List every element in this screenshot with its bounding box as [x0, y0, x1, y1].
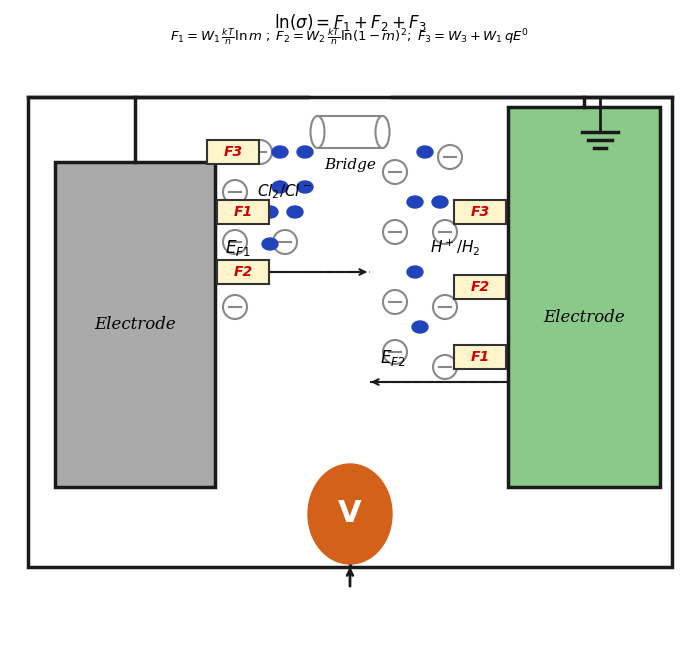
Circle shape: [383, 340, 407, 364]
Text: $F_1 = W_1\,\frac{kT}{n}\ln m\;;\;F_2 = W_2\,\frac{kT}{n}\ln(1-m)^2;\;F_3 = W_3 : $F_1 = W_1\,\frac{kT}{n}\ln m\;;\;F_2 = …: [170, 27, 530, 47]
Bar: [55, 162, 215, 487]
Ellipse shape: [297, 181, 313, 193]
Circle shape: [433, 220, 457, 244]
Ellipse shape: [262, 206, 278, 218]
Bar: [454, 275, 506, 299]
Ellipse shape: [311, 116, 325, 148]
Circle shape: [383, 220, 407, 244]
Circle shape: [273, 230, 297, 254]
Text: Electrode: Electrode: [94, 316, 176, 333]
Ellipse shape: [407, 196, 423, 208]
Ellipse shape: [272, 146, 288, 158]
Ellipse shape: [272, 181, 288, 193]
Ellipse shape: [432, 196, 448, 208]
Text: F3: F3: [223, 145, 243, 159]
Ellipse shape: [417, 146, 433, 158]
Circle shape: [223, 180, 247, 204]
Ellipse shape: [308, 464, 392, 564]
Text: $H^+/H_2$: $H^+/H_2$: [430, 237, 480, 257]
Bar: [28, 97, 672, 567]
Circle shape: [433, 355, 457, 379]
Text: F2: F2: [470, 280, 489, 294]
Bar: [454, 345, 506, 369]
Circle shape: [223, 230, 247, 254]
Text: $\ln(\sigma) = F_1 + F_2 + F_3$: $\ln(\sigma) = F_1 + F_2 + F_3$: [274, 12, 426, 33]
Circle shape: [383, 160, 407, 184]
Text: Bridge: Bridge: [324, 158, 376, 172]
Bar: [217, 260, 269, 284]
Text: F1: F1: [470, 350, 489, 364]
Text: Electrode: Electrode: [543, 308, 625, 326]
Bar: [207, 140, 259, 164]
Bar: [454, 200, 506, 224]
Circle shape: [433, 295, 457, 319]
Bar: [508, 107, 660, 487]
Text: V: V: [338, 500, 362, 528]
Text: F2: F2: [233, 265, 253, 279]
Bar: [217, 200, 269, 224]
Circle shape: [248, 140, 272, 164]
Ellipse shape: [407, 266, 423, 278]
Circle shape: [438, 145, 462, 169]
Circle shape: [383, 290, 407, 314]
Text: $E_{F2}$: $E_{F2}$: [380, 348, 405, 368]
Ellipse shape: [262, 238, 278, 250]
Ellipse shape: [412, 321, 428, 333]
Circle shape: [223, 295, 247, 319]
Bar: [318, 116, 382, 148]
Ellipse shape: [375, 116, 389, 148]
Ellipse shape: [297, 146, 313, 158]
Ellipse shape: [287, 206, 303, 218]
Text: $E_{F1}$: $E_{F1}$: [225, 238, 251, 258]
Text: F3: F3: [470, 205, 489, 219]
Text: $Cl_2/Cl^-$: $Cl_2/Cl^-$: [258, 183, 313, 201]
Text: F1: F1: [233, 205, 253, 219]
